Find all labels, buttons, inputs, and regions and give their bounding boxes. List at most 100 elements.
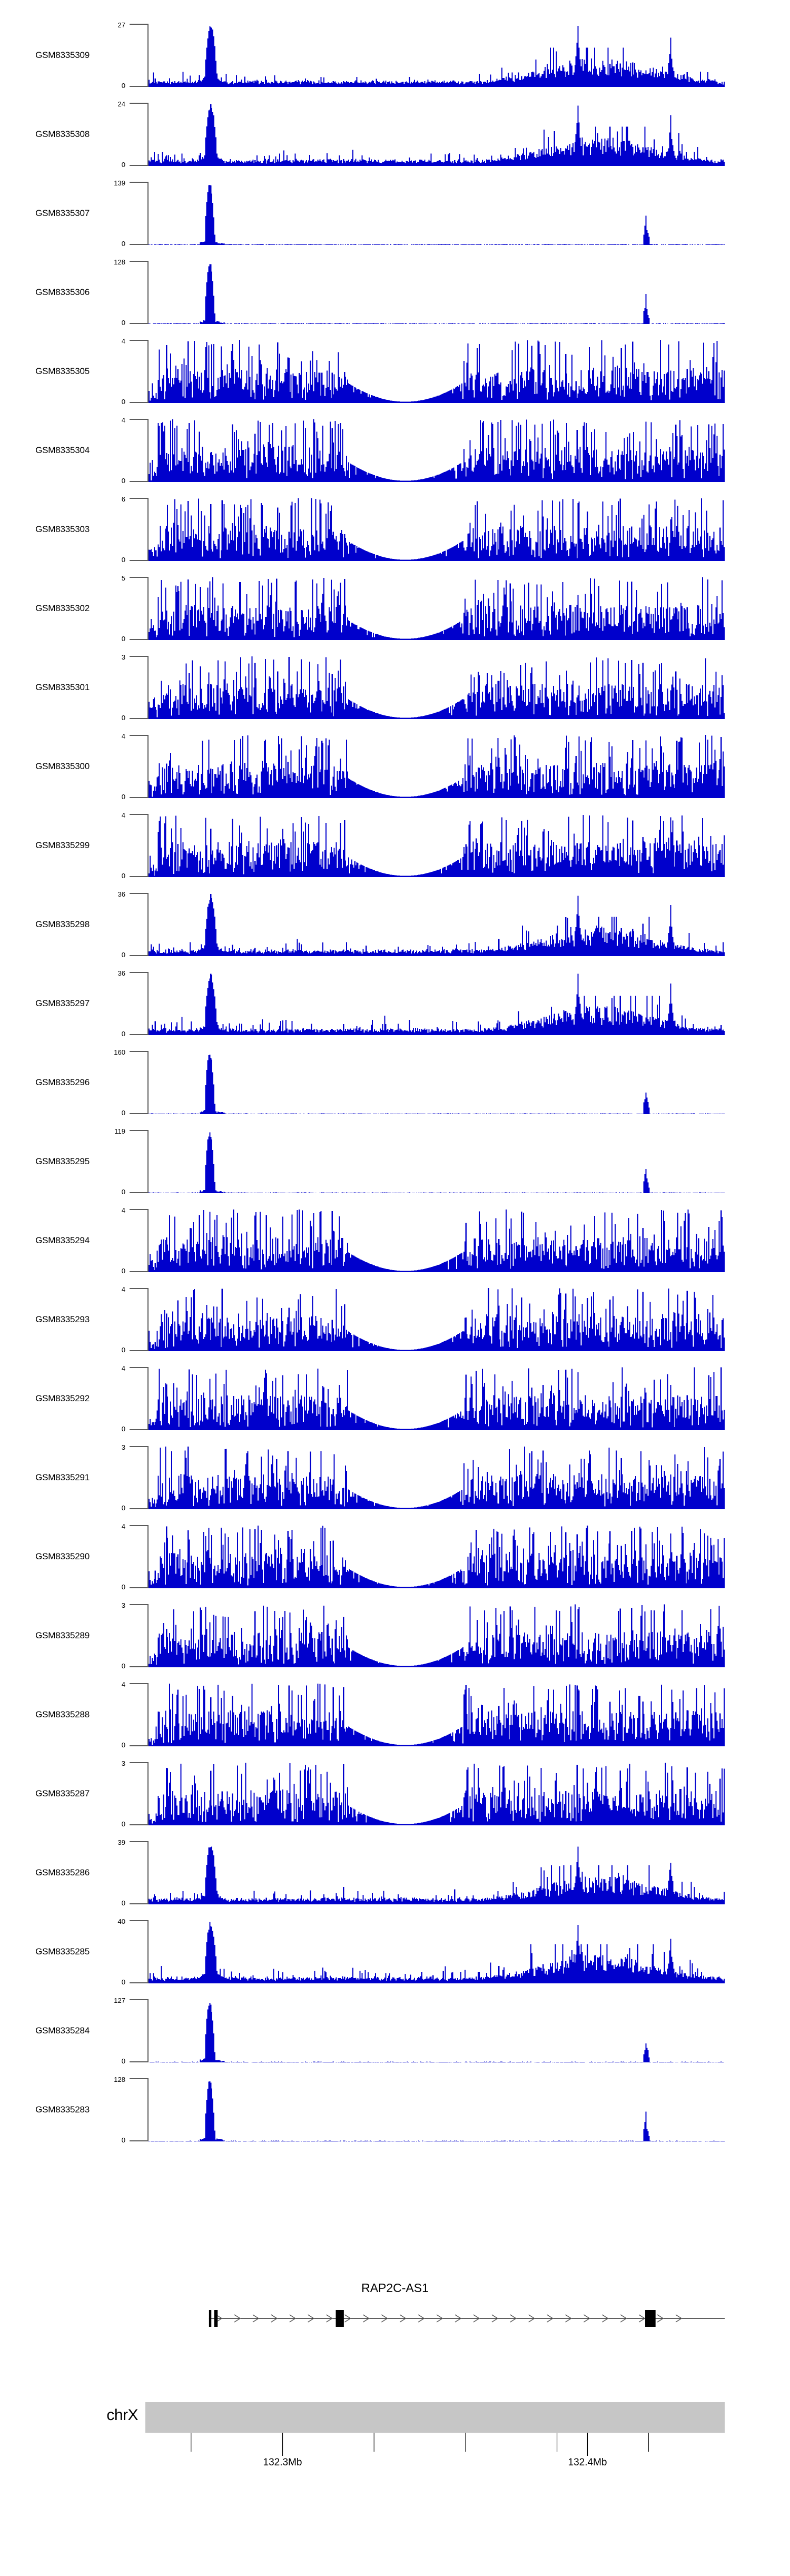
- coverage-track[interactable]: GSM8335295 119 0: [0, 1122, 790, 1201]
- track-y-axis: 119 0: [114, 1128, 149, 1195]
- coverage-track[interactable]: GSM8335305 4 0: [0, 332, 790, 411]
- coverage-track[interactable]: GSM8335304 4 0: [0, 411, 790, 490]
- coverage-histogram[interactable]: [149, 103, 725, 166]
- coverage-track[interactable]: GSM8335299 4 0: [0, 806, 790, 885]
- chromosome-ideogram-bar[interactable]: [145, 2402, 725, 2433]
- coverage-track[interactable]: GSM8335301 3 0: [0, 648, 790, 727]
- coverage-histogram[interactable]: [149, 1367, 725, 1430]
- y-axis-min-label: 0: [121, 1425, 125, 1433]
- coverage-track[interactable]: GSM8335293 4 0: [0, 1280, 790, 1359]
- coverage-track[interactable]: GSM8335307 139 0: [0, 174, 790, 253]
- y-axis-max-label: 128: [114, 2076, 125, 2083]
- coverage-track[interactable]: GSM8335288 4 0: [0, 1675, 790, 1754]
- gene-model-diagram[interactable]: [149, 2306, 725, 2331]
- coverage-histogram[interactable]: [149, 1604, 725, 1667]
- y-axis-max-label: 39: [117, 1838, 125, 1846]
- coverage-track[interactable]: GSM8335300 4 0: [0, 727, 790, 806]
- coverage-track[interactable]: GSM8335291 3 0: [0, 1438, 790, 1517]
- y-axis-max-label: 40: [117, 1918, 125, 1925]
- coverage-track[interactable]: GSM8335296 160 0: [0, 1043, 790, 1122]
- coverage-track[interactable]: GSM8335287 3 0: [0, 1754, 790, 1833]
- coverage-histogram[interactable]: [149, 1051, 725, 1114]
- coverage-histogram[interactable]: [149, 261, 725, 324]
- coverage-histogram[interactable]: [149, 1762, 725, 1825]
- coverage-histogram[interactable]: [149, 498, 725, 561]
- track-y-axis: 139 0: [114, 180, 149, 247]
- ideogram-and-ruler[interactable]: chrX 132.3Mb 132.4Mb: [0, 2402, 790, 2539]
- coverage-histogram[interactable]: [149, 1288, 725, 1351]
- coverage-histogram[interactable]: [149, 419, 725, 482]
- coverage-histogram[interactable]: [149, 1683, 725, 1746]
- y-axis-min-label: 0: [121, 1899, 125, 1907]
- y-axis-min-label: 0: [121, 1188, 125, 1196]
- y-axis-min-label: 0: [121, 2136, 125, 2144]
- coverage-histogram[interactable]: [149, 814, 725, 877]
- coverage-track[interactable]: GSM8335303 6 0: [0, 490, 790, 569]
- coverage-track[interactable]: GSM8335284 127 0: [0, 1991, 790, 2070]
- coverage-track[interactable]: GSM8335298 36 0: [0, 885, 790, 964]
- coverage-track[interactable]: GSM8335308 24 0: [0, 95, 790, 174]
- y-axis-min-label: 0: [121, 635, 125, 643]
- coverage-histogram[interactable]: [149, 1130, 725, 1193]
- y-axis-min-label: 0: [121, 82, 125, 90]
- y-axis-min-label: 0: [121, 398, 125, 406]
- coverage-histogram[interactable]: [149, 24, 725, 87]
- track-sample-label: GSM8335283: [35, 2105, 90, 2115]
- coverage-track[interactable]: GSM8335309 27 0: [0, 16, 790, 95]
- y-axis-max-label: 4: [121, 1522, 125, 1530]
- coverage-track[interactable]: GSM8335286 39 0: [0, 1833, 790, 1912]
- coverage-track[interactable]: GSM8335302 5 0: [0, 569, 790, 648]
- track-sample-label: GSM8335296: [35, 1077, 90, 1087]
- coverage-histogram[interactable]: [149, 182, 725, 245]
- coverage-histogram[interactable]: [149, 735, 725, 798]
- y-axis-min-label: 0: [121, 556, 125, 564]
- track-sample-label: GSM8335300: [35, 761, 90, 771]
- coverage-histogram[interactable]: [149, 1446, 725, 1509]
- y-axis-min-label: 0: [121, 1109, 125, 1117]
- track-sample-label: GSM8335301: [35, 682, 90, 692]
- y-axis-max-label: 4: [121, 1364, 125, 1372]
- coverage-track[interactable]: GSM8335306 128 0: [0, 253, 790, 332]
- coverage-track[interactable]: GSM8335297 36 0: [0, 964, 790, 1043]
- y-axis-min-label: 0: [121, 1741, 125, 1749]
- coverage-histogram[interactable]: [149, 340, 725, 403]
- coverage-histogram[interactable]: [149, 1525, 725, 1588]
- track-sample-label: GSM8335286: [35, 1867, 90, 1877]
- track-sample-label: GSM8335292: [35, 1393, 90, 1403]
- coverage-histogram[interactable]: [149, 893, 725, 956]
- coverage-track[interactable]: GSM8335294 4 0: [0, 1201, 790, 1280]
- y-axis-min-label: 0: [121, 1662, 125, 1670]
- y-axis-max-label: 4: [121, 337, 125, 345]
- coverage-track[interactable]: GSM8335283 128 0: [0, 2070, 790, 2149]
- y-axis-max-label: 27: [117, 21, 125, 29]
- coverage-track[interactable]: GSM8335285 40 0: [0, 1912, 790, 1991]
- coverage-histogram[interactable]: [149, 577, 725, 640]
- y-axis-min-label: 0: [121, 477, 125, 485]
- gene-annotation-track[interactable]: RAP2C-AS1: [0, 2281, 790, 2344]
- y-axis-max-label: 24: [117, 100, 125, 108]
- coverage-histogram[interactable]: [149, 1920, 725, 1983]
- y-axis-min-label: 0: [121, 1978, 125, 1986]
- coordinate-ruler: [145, 2433, 725, 2470]
- coverage-histogram[interactable]: [149, 972, 725, 1035]
- track-y-axis: 36 0: [118, 970, 149, 1037]
- coverage-histogram[interactable]: [149, 1841, 725, 1904]
- y-axis-max-label: 127: [114, 1997, 125, 2004]
- coverage-histogram[interactable]: [149, 656, 725, 719]
- y-axis-max-label: 4: [121, 811, 125, 819]
- coverage-histogram[interactable]: [149, 1999, 725, 2062]
- coverage-histogram[interactable]: [149, 2078, 725, 2141]
- track-sample-label: GSM8335289: [35, 1630, 90, 1640]
- coverage-histogram[interactable]: [149, 1209, 725, 1272]
- coverage-track[interactable]: GSM8335292 4 0: [0, 1359, 790, 1438]
- coverage-track[interactable]: GSM8335289 3 0: [0, 1596, 790, 1675]
- coverage-track[interactable]: GSM8335290 4 0: [0, 1517, 790, 1596]
